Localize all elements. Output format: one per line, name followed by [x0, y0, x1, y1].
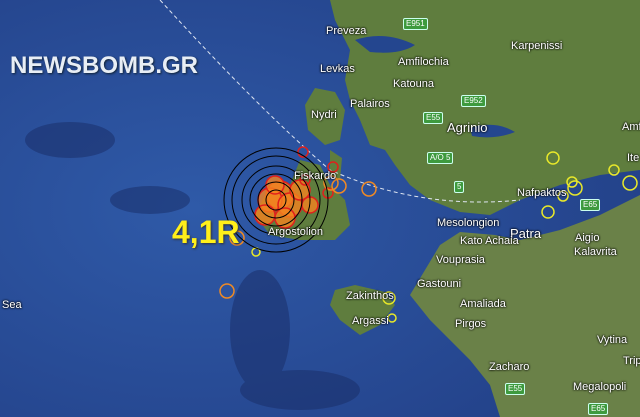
place-label: Levkas — [320, 63, 355, 75]
road-shield: E65 — [588, 403, 609, 415]
place-label: Amf — [622, 121, 640, 133]
place-label: Aigio — [575, 232, 600, 244]
quake-marker — [567, 180, 583, 196]
road-shield: A/O 5 — [427, 152, 454, 164]
place-label: Kalavrita — [574, 246, 617, 258]
road-shield: E65 — [580, 199, 601, 211]
place-label: Amfilochia — [398, 56, 449, 68]
place-label: Argostolion — [268, 226, 324, 238]
ambracian-gulf — [355, 36, 415, 53]
epicenter-rings — [223, 147, 329, 253]
road-shield: E55 — [505, 383, 526, 395]
place-label: Sea — [2, 299, 22, 311]
quake-marker — [382, 291, 396, 305]
place-label: Megalopoli — [573, 381, 627, 393]
place-label: Argassi — [352, 315, 389, 327]
quake-marker — [387, 313, 397, 323]
place-label: Vytina — [597, 334, 628, 346]
quake-marker — [361, 181, 377, 197]
quake-marker — [331, 178, 347, 194]
quake-marker — [622, 175, 638, 191]
mainland-north — [330, 0, 640, 215]
lefkada-island — [305, 88, 345, 145]
place-label: Preveza — [326, 25, 367, 37]
newsbomb-watermark-logo: NEWSBOMB.GR — [10, 52, 198, 79]
place-label: Amaliada — [460, 298, 506, 310]
place-label: Nydri — [311, 109, 337, 121]
quake-marker — [608, 164, 620, 176]
place-label: Katouna — [393, 78, 434, 90]
road-shield: E55 — [423, 112, 444, 124]
road-shield: 5 — [454, 181, 465, 193]
quake-marker — [327, 161, 339, 173]
quake-marker — [557, 190, 569, 202]
place-label: Patra — [510, 226, 542, 241]
place-label: Vouprasia — [436, 254, 485, 266]
road-shield: E951 — [403, 18, 428, 30]
quake-marker — [546, 151, 560, 165]
quake-marker — [299, 174, 311, 186]
place-label: Nafpaktos — [517, 187, 567, 199]
zakynthos-island — [330, 285, 395, 335]
place-label: Ite — [627, 152, 640, 164]
seafloor-shading — [25, 122, 360, 410]
magnitude-label: 4,1R — [172, 214, 240, 250]
quake-marker — [323, 175, 339, 191]
place-label: Trip — [623, 355, 640, 367]
place-label: Kato Achaia — [460, 235, 519, 247]
quake-marker — [541, 205, 555, 219]
quake-marker — [297, 146, 309, 158]
place-label: Agrinio — [447, 120, 488, 135]
road-shield: E952 — [461, 95, 486, 107]
place-label: Zacharo — [489, 361, 530, 373]
place-label: Palairos — [350, 98, 390, 110]
place-label: Zakinthos — [346, 290, 394, 302]
place-label: Mesolongion — [437, 217, 500, 229]
place-label: Fiskardo — [294, 170, 337, 182]
earthquake-markers — [219, 146, 638, 323]
quake-marker — [229, 230, 245, 246]
quake-marker — [254, 204, 276, 226]
peloponnese — [410, 195, 640, 417]
quake-marker — [219, 283, 235, 299]
place-label: Gastouni — [417, 278, 462, 290]
place-label: Pirgos — [455, 318, 487, 330]
place-label: Karpenissi — [511, 40, 563, 52]
lake-trichonida — [470, 124, 515, 138]
